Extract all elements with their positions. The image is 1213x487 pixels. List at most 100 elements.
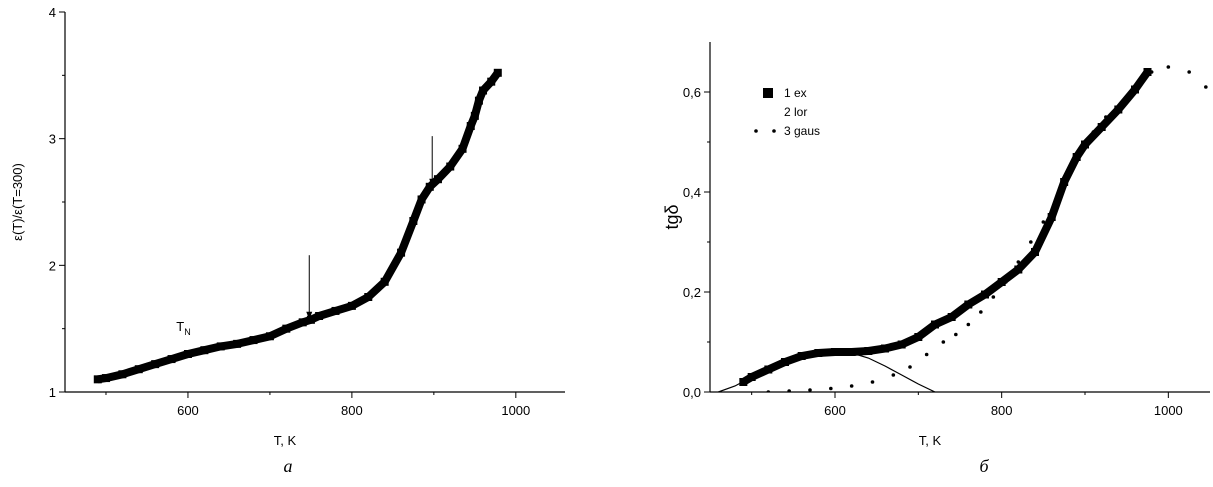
- y-tick-label: 0,2: [683, 285, 701, 300]
- data-point: [1114, 105, 1123, 114]
- series-line-lor: [718, 350, 936, 392]
- data-point: [1014, 265, 1023, 274]
- data-point: [941, 340, 946, 344]
- data-point: [466, 122, 475, 130]
- data-point: [93, 375, 102, 384]
- plot-area: [93, 68, 502, 384]
- data-point: [891, 373, 896, 377]
- data-point: [315, 312, 324, 320]
- data-point: [924, 352, 929, 357]
- data-point: [167, 355, 176, 364]
- x-tick-label: 600: [824, 403, 846, 418]
- data-point: [200, 346, 209, 355]
- data-point: [1047, 213, 1056, 221]
- data-point: [306, 315, 315, 324]
- data-point: [1031, 248, 1039, 256]
- annotation-arrowhead: [429, 178, 436, 187]
- data-point: [829, 386, 833, 391]
- data-point: [981, 290, 989, 299]
- x-tick-label: 800: [991, 403, 1013, 418]
- data-point: [1004, 280, 1008, 284]
- legend-swatch-dot: [754, 129, 758, 133]
- data-point: [474, 96, 483, 105]
- data-point: [134, 365, 143, 374]
- data-point: [870, 380, 875, 384]
- data-point: [101, 374, 110, 383]
- y-tick-label: 0,0: [683, 385, 701, 400]
- data-point: [479, 86, 488, 95]
- y-tick-label: 3: [49, 132, 56, 147]
- panel-b: 600 800 1000 0,0 0,2 0,4 0,6 T, K tgδ б 1 ex 2 lor 3…: [662, 42, 1210, 476]
- data-point: [797, 352, 806, 360]
- y-tick-label: 1: [49, 385, 56, 400]
- data-point: [881, 344, 889, 353]
- data-point: [249, 336, 258, 345]
- data-point: [954, 332, 958, 337]
- data-point: [1131, 85, 1139, 94]
- data-point: [347, 301, 356, 310]
- data-point: [1187, 70, 1191, 74]
- annotation-arrowhead: [306, 311, 313, 320]
- data-point: [1104, 115, 1108, 119]
- y-tick-label: 0,4: [683, 185, 701, 200]
- legend-entry: 2 lor: [784, 105, 807, 119]
- data-point: [1079, 150, 1083, 154]
- data-point: [1091, 130, 1096, 134]
- data-point: [118, 370, 127, 379]
- data-point: [1016, 260, 1021, 264]
- data-point: [766, 390, 771, 392]
- data-point: [151, 360, 160, 369]
- y-tick-label: 4: [49, 5, 56, 20]
- data-point: [433, 175, 442, 184]
- data-point: [265, 332, 274, 341]
- data-point: [470, 111, 479, 120]
- y-tick-label: 2: [49, 258, 56, 273]
- data-point: [1041, 220, 1046, 224]
- data-point: [417, 195, 426, 204]
- data-point: [781, 358, 789, 366]
- data-point: [282, 324, 291, 333]
- data-point: [979, 310, 983, 314]
- data-point: [458, 144, 467, 153]
- data-point: [1081, 140, 1089, 149]
- data-point: [493, 68, 502, 77]
- data-point: [864, 347, 873, 355]
- data-point: [183, 350, 192, 358]
- data-point: [233, 339, 242, 348]
- data-point: [787, 389, 791, 392]
- panel-label: а: [284, 456, 293, 476]
- annotation-text: TN: [176, 319, 190, 337]
- data-point: [849, 384, 854, 388]
- data-point: [964, 300, 973, 309]
- x-axis-label: T, K: [274, 433, 297, 448]
- data-point: [897, 340, 906, 349]
- data-point: [1029, 240, 1033, 244]
- legend-entry: 3 gaus: [784, 124, 820, 138]
- data-point: [991, 295, 996, 299]
- y-axis-label: ε(T)/ε(T=300): [10, 163, 25, 241]
- data-point: [847, 348, 856, 356]
- data-point: [364, 293, 373, 301]
- y-axis-label: tgδ: [662, 204, 682, 229]
- data-point: [997, 278, 1006, 286]
- data-point: [1066, 175, 1071, 179]
- data-point: [1204, 85, 1208, 89]
- panel-a: 600 800 1000 1 2 3 4 T, K ε(T)/ε(T=300) а TN: [10, 5, 565, 476]
- data-point: [1072, 153, 1081, 161]
- legend-entry: 1 ex: [784, 86, 807, 100]
- data-point: [1120, 100, 1125, 104]
- data-point: [380, 277, 389, 286]
- data-point: [1149, 70, 1154, 74]
- x-tick-label: 600: [177, 403, 199, 418]
- data-point: [446, 162, 455, 171]
- data-point: [908, 365, 912, 369]
- data-point: [216, 342, 225, 351]
- data-point: [947, 313, 956, 321]
- data-point: [331, 306, 340, 315]
- data-point: [298, 318, 307, 327]
- x-axis-label: T, K: [919, 433, 942, 448]
- data-point: [1054, 200, 1058, 204]
- data-point: [966, 322, 971, 327]
- series-line-ex: [97, 70, 502, 384]
